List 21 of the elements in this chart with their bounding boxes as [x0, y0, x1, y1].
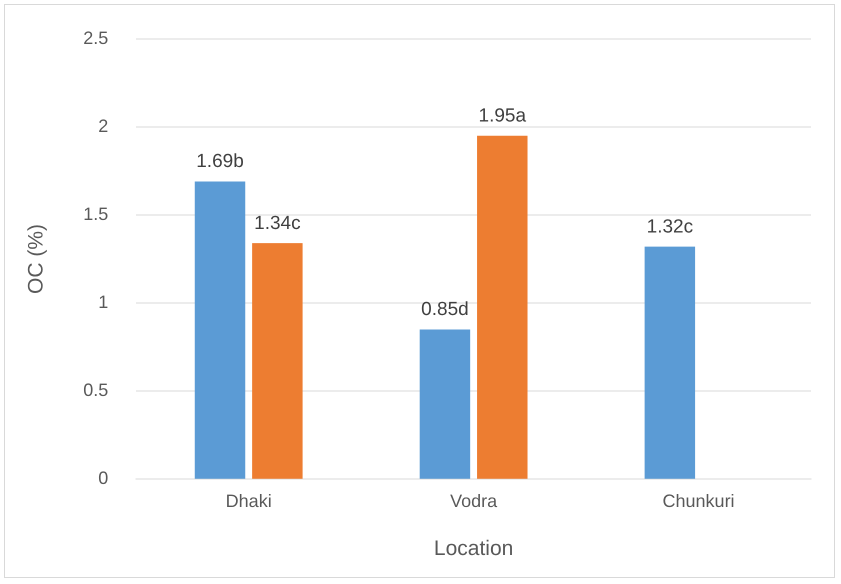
- bar: [644, 246, 696, 479]
- data-label: 1.32c: [646, 216, 694, 238]
- y-tick-label: 0: [98, 468, 108, 488]
- x-tick-label: Dhaki: [226, 490, 272, 511]
- x-tick-label: Chunkuri: [662, 490, 735, 511]
- data-label: 1.69b: [196, 151, 244, 172]
- data-label: 1.34c: [254, 212, 301, 234]
- y-tick-label: 2.5: [83, 28, 108, 48]
- bar: [194, 181, 246, 479]
- x-axis-title: Location: [434, 537, 514, 560]
- y-tick-label: 2: [98, 116, 108, 136]
- x-tick-label: Vodra: [450, 490, 498, 511]
- y-axis-title: OC (%): [24, 224, 48, 294]
- data-label: 1.95a: [478, 105, 526, 126]
- data-label: 0.85d: [421, 299, 469, 320]
- y-tick-label: 1.5: [83, 204, 108, 224]
- bar: [420, 329, 470, 479]
- bar: [477, 136, 528, 479]
- bar: [252, 243, 303, 479]
- y-tick-label: 0.5: [83, 380, 108, 400]
- y-tick-label: 1: [98, 292, 108, 312]
